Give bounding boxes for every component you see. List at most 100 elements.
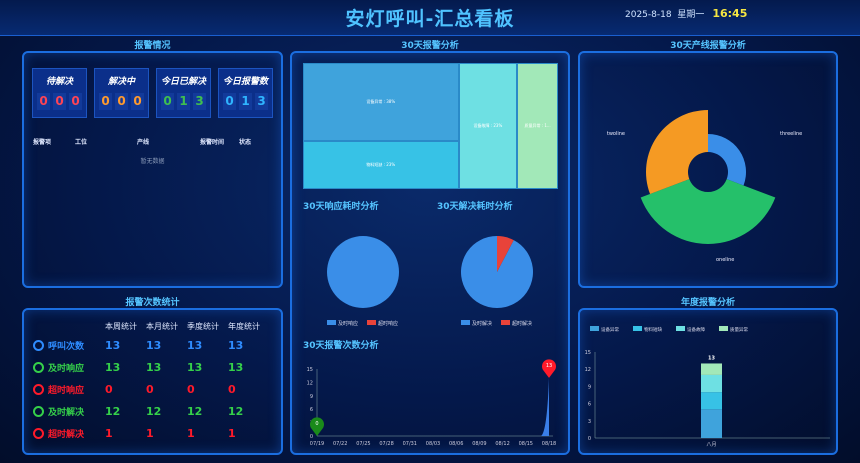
bar-total-label: 13	[708, 355, 715, 361]
response-title: 30天响应耗时分析	[303, 202, 379, 212]
stat-value: 13	[187, 338, 203, 352]
stat-value: 13	[187, 360, 203, 374]
column-header: 季度统计	[187, 321, 219, 331]
legend-swatch	[501, 320, 510, 325]
clock-icon	[33, 405, 44, 417]
alarm-table-header: 报警项 工位 产线 报警时间 状态	[33, 137, 273, 147]
stat-value: 1	[187, 426, 195, 440]
alarm-status-title: 报警情况	[134, 41, 171, 51]
stats-row: 及时响应 13 13 13 13	[33, 356, 278, 378]
column-header: 状态	[239, 139, 252, 146]
legend-label: 设备故障	[687, 326, 705, 333]
clock: 16:45	[712, 7, 748, 20]
digit: 0	[37, 93, 50, 110]
legend-label: 设备异常	[601, 326, 619, 333]
row-label: 及时响应	[48, 363, 85, 374]
row-label: 超时解决	[48, 429, 85, 440]
stat-value: 13	[105, 338, 121, 352]
status-card: 解决中 0 0 0	[94, 68, 149, 118]
stat-value: 0	[187, 382, 195, 396]
stats-row: 呼叫次数 13 13 13 13	[33, 334, 278, 356]
pie-slice	[497, 236, 514, 272]
clock-icon	[33, 361, 44, 373]
data-marker	[542, 359, 556, 378]
annual-title: 年度报警分析	[680, 298, 735, 308]
digit: 3	[193, 93, 206, 110]
stat-value: 13	[105, 360, 121, 374]
digit: 0	[131, 93, 144, 110]
stats-header: 本周统计 本月统计 季度统计 年度统计	[33, 318, 278, 334]
treemap-chart: 设备异常 : 38% 物料短缺 : 23% 设备故障 : 23% 质量异常 : 1..…	[303, 63, 558, 189]
pie-charts: 及时响应 超时响应 及时解决 超时解决	[327, 236, 533, 327]
overtime-clock-icon	[33, 427, 44, 439]
y-tick: 9	[310, 394, 313, 400]
column-header: 报警时间	[200, 139, 225, 146]
stat-value: 13	[228, 338, 244, 352]
x-tick: 07/31	[403, 441, 417, 447]
stat-value: 12	[105, 404, 121, 418]
rose-slice	[708, 134, 746, 186]
alarm-stats-table: 本周统计 本月统计 季度统计 年度统计 呼叫次数 13 13 13 13 及时响应 13 13 13 13…	[33, 318, 278, 444]
status-cards: 待解决 0 0 0 解决中 0 0 0 今日已解决 0 1 3 今日报警数 0 1 3	[32, 68, 273, 118]
row-label: 呼叫次数	[48, 341, 85, 352]
stat-value: 0	[105, 382, 113, 396]
alarm-status-panel	[22, 51, 283, 288]
x-tick: 08/06	[449, 441, 463, 447]
empty-text: 暂无数据	[140, 158, 165, 165]
center-title: 30天报警分析	[401, 41, 459, 51]
bar-segment	[701, 392, 722, 410]
weekday: 星期一	[677, 10, 705, 20]
stat-value: 1	[146, 426, 154, 440]
overtime-clock-icon	[33, 383, 44, 395]
card-label: 解决中	[107, 77, 135, 87]
y-tick: 6	[310, 407, 313, 413]
line-title: 30天产线报警分析	[670, 41, 746, 51]
row-label-wrap: 及时响应	[33, 361, 105, 374]
treemap-cell: 设备故障 : 23%	[458, 63, 518, 189]
legend-label: 物料短缺	[644, 326, 662, 333]
count-title: 30天报警次数分析	[303, 341, 379, 351]
row-label-wrap: 超时响应	[33, 383, 105, 396]
legend-swatch	[590, 326, 599, 331]
rose-slice	[640, 179, 776, 244]
stat-value: 12	[187, 404, 203, 418]
digit: 1	[177, 93, 190, 110]
line-panel	[578, 51, 838, 288]
annual-panel	[578, 308, 838, 455]
digit: 0	[223, 93, 236, 110]
annual-bar-chart: 设备异常 物料短缺 设备故障 质量异常 0 3 6 9 12 15 13 八月	[585, 326, 830, 448]
digit: 0	[99, 93, 112, 110]
legend-swatch	[367, 320, 376, 325]
rose-label: threeline	[780, 131, 802, 137]
row-label-wrap: 及时解决	[33, 405, 105, 418]
marker-label: 13	[546, 363, 552, 369]
digit: 3	[255, 93, 268, 110]
page-title: 安灯呼叫-汇总看板	[345, 8, 515, 30]
stat-value: 1	[228, 426, 236, 440]
y-tick: 0	[588, 436, 591, 442]
stats-row: 及时解决 12 12 12 12	[33, 400, 278, 422]
y-tick: 6	[588, 402, 591, 408]
stat-value: 12	[228, 404, 244, 418]
digit: 1	[239, 93, 252, 110]
bar-segment	[701, 363, 722, 375]
column-header: 本周统计	[105, 321, 137, 331]
y-tick: 0	[310, 434, 313, 440]
stat-value: 1	[105, 426, 113, 440]
count-area-chart: 0369121507/1907/2207/2507/2807/3108/0308…	[307, 359, 556, 447]
datetime: 2025-8-18 星期一 16:45	[625, 7, 747, 20]
stat-value: 12	[146, 404, 162, 418]
y-tick: 3	[588, 419, 591, 425]
stats-row: 超时解决 1 1 1 1	[33, 422, 278, 444]
x-tick: 八月	[706, 442, 716, 448]
alarm-stats-title: 报警次数统计	[125, 298, 180, 308]
area-series	[541, 377, 549, 436]
treemap-cell: 质量异常 : 1...	[517, 63, 558, 189]
card-label: 今日报警数	[222, 77, 268, 87]
digit: 0	[115, 93, 128, 110]
x-tick: 08/03	[426, 441, 440, 447]
header	[0, 0, 860, 36]
stat-value: 0	[146, 382, 154, 396]
